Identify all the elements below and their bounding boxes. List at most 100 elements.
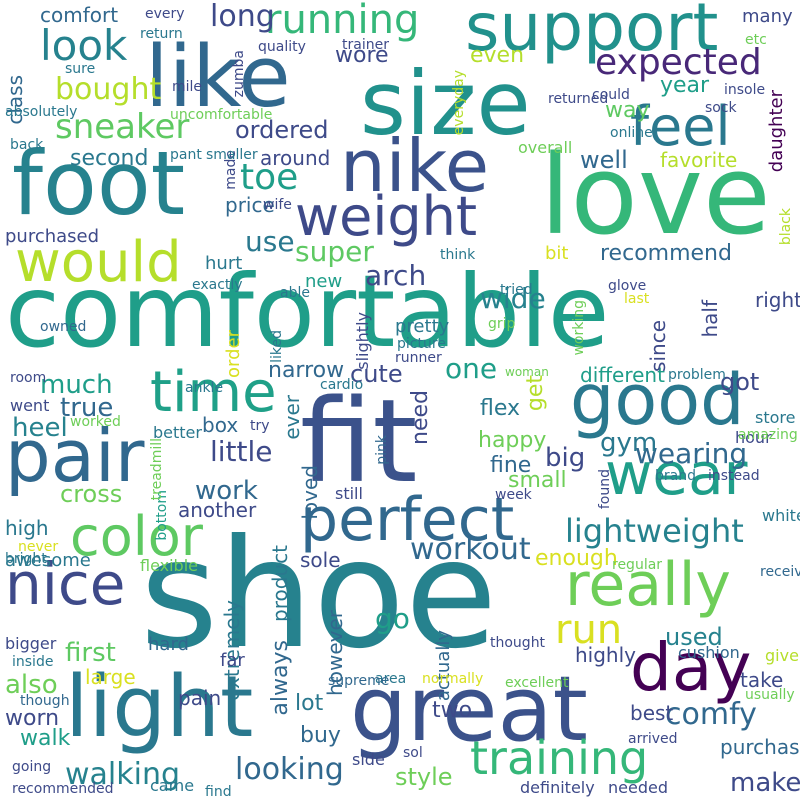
word-awesome: awesome xyxy=(5,550,91,571)
word-hurt: hurt xyxy=(205,253,243,274)
word-better: better xyxy=(153,423,202,442)
word-usually: usually xyxy=(745,687,795,703)
word-hour: hour xyxy=(735,428,772,447)
word-inside: inside xyxy=(12,654,54,670)
word-normally: normally xyxy=(422,671,484,687)
word-way: way xyxy=(605,98,650,123)
word-weight: weight xyxy=(295,185,478,248)
word-enough: enough xyxy=(535,546,618,571)
word-order: order xyxy=(223,330,244,378)
word-grip: grip xyxy=(488,316,516,332)
word-flexible: flexible xyxy=(140,556,198,575)
word-give: give xyxy=(765,646,799,665)
word-like: like xyxy=(145,28,291,127)
word-able: able xyxy=(280,285,310,301)
word-work: work xyxy=(195,476,258,506)
word-year: year xyxy=(660,73,710,98)
word-definitely: definitely xyxy=(520,778,595,797)
word-nice: nice xyxy=(5,550,126,618)
word-find: find xyxy=(205,784,232,800)
word-needed: needed xyxy=(608,778,668,797)
word-working: working xyxy=(571,300,587,356)
word-wore: wore xyxy=(335,43,389,68)
word-still: still xyxy=(335,484,363,503)
word-different: different xyxy=(580,363,665,387)
word-another: another xyxy=(178,498,257,522)
word-thought: thought xyxy=(490,635,546,651)
word-wear: wear xyxy=(605,440,748,508)
word-mile: mile xyxy=(172,79,203,95)
word-light: light xyxy=(65,658,254,757)
word-worked: worked xyxy=(70,414,121,430)
word-far: far xyxy=(220,650,245,671)
word-comfort: comfort xyxy=(40,3,119,27)
word-last: last xyxy=(624,291,650,307)
word-store: store xyxy=(755,408,796,427)
word-even: even xyxy=(470,43,525,68)
word-lightweight: lightweight xyxy=(565,512,744,550)
word-workout: workout xyxy=(410,532,531,567)
word-regular: regular xyxy=(612,557,663,573)
word-get: get xyxy=(523,375,548,412)
word-could: could xyxy=(592,87,630,103)
word-tried: tried xyxy=(500,282,533,298)
word-pant: pant xyxy=(170,147,202,163)
word-big: big xyxy=(545,443,586,473)
word-shoe: shoe xyxy=(140,508,498,682)
word-two: two xyxy=(432,698,473,723)
word-went: went xyxy=(10,396,50,415)
word-daughter: daughter xyxy=(766,90,787,173)
word-think: think xyxy=(440,247,476,263)
word-small: small xyxy=(508,468,567,493)
word-perfect: perfect xyxy=(300,485,515,555)
word-absolutely: absolutely xyxy=(5,104,78,120)
word-always: always xyxy=(268,640,293,716)
word-toe: toe xyxy=(240,157,299,198)
word-quality: quality xyxy=(258,39,306,55)
word-purchase: purchase xyxy=(720,735,800,759)
word-love: love xyxy=(540,131,771,259)
word-received: received xyxy=(760,564,800,580)
word-everyday: everyday xyxy=(451,70,467,136)
word-look: look xyxy=(40,21,128,70)
word-sneaker: sneaker xyxy=(55,107,190,147)
word-little: little xyxy=(210,435,273,468)
word-wearing: wearing xyxy=(635,437,748,470)
word-smaller: smaller xyxy=(206,147,258,163)
word-sock: sock xyxy=(705,100,737,116)
word-super: super xyxy=(295,235,374,268)
word-use: use xyxy=(245,225,295,258)
word-well: well xyxy=(580,146,628,174)
word-fit: fit xyxy=(300,375,418,509)
word-every: every xyxy=(145,6,185,22)
word-cross: cross xyxy=(60,480,123,508)
word-happy: happy xyxy=(478,428,547,453)
word-instead: instead xyxy=(708,468,760,484)
word-area: area xyxy=(375,671,407,687)
word-overall: overall xyxy=(518,138,573,157)
word-looking: looking xyxy=(235,752,344,787)
word-returned: returned xyxy=(548,91,609,107)
word-bright: bright xyxy=(5,551,47,567)
word-one: one xyxy=(445,352,498,385)
word-would: would xyxy=(15,230,182,295)
word-much: much xyxy=(40,370,113,400)
word-woman: woman xyxy=(505,365,549,379)
word-used: used xyxy=(665,623,723,651)
word-brand: brand xyxy=(655,468,696,484)
word-day: day xyxy=(630,629,752,706)
word-cardio: cardio xyxy=(320,377,364,393)
word-insole: insole xyxy=(724,82,766,98)
word-came: came xyxy=(150,776,195,795)
word-pain: pain xyxy=(178,686,222,710)
word-need: need xyxy=(408,390,433,445)
word-really: really xyxy=(565,550,731,620)
word-hard: hard xyxy=(148,634,189,655)
word-wife: wife xyxy=(263,197,292,213)
word-got: got xyxy=(720,368,760,396)
word-zumba: zumba xyxy=(231,50,247,98)
word-first: first xyxy=(65,638,116,668)
word-size: size xyxy=(360,52,531,155)
word-narrow: narrow xyxy=(268,358,345,383)
